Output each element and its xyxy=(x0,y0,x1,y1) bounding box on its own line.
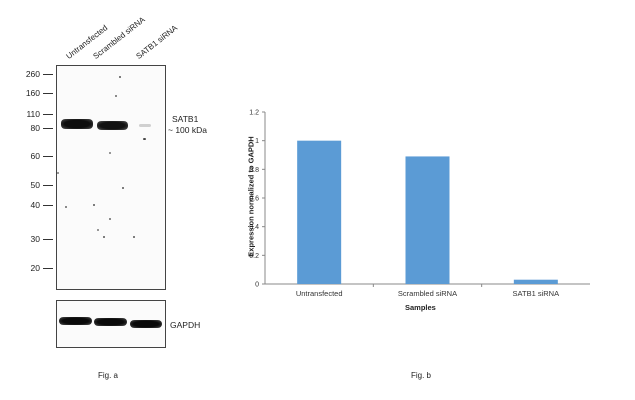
bar xyxy=(297,140,342,284)
band-label-satb1: SATB1 xyxy=(172,114,199,124)
blot-speck xyxy=(109,218,111,220)
mw-tick xyxy=(43,239,53,240)
mw-marker: 260 xyxy=(25,69,40,79)
mw-tick xyxy=(43,93,53,94)
blot-speck xyxy=(122,187,124,189)
blot-speck xyxy=(93,204,95,206)
mw-marker: 60 xyxy=(30,151,40,161)
mw-marker: 50 xyxy=(30,180,40,190)
x-tick-label: SATB1 siRNA xyxy=(513,289,560,298)
y-tick-label: 0.8 xyxy=(249,167,259,174)
mw-marker: 160 xyxy=(25,88,40,98)
band-gapdh-untransfected xyxy=(59,317,92,325)
band-satb1-untransfected xyxy=(61,119,93,129)
mw-marker: 80 xyxy=(30,123,40,133)
blot-speck xyxy=(103,236,105,238)
blot-panel-gapdh xyxy=(56,300,166,348)
x-tick-label: Scrambled siRNA xyxy=(398,289,457,298)
mw-marker: 20 xyxy=(30,263,40,273)
y-tick-label: 0.2 xyxy=(249,253,259,260)
y-axis-label: Expression normalized to GAPDH xyxy=(246,136,256,257)
blot-speck xyxy=(109,152,111,154)
blot-panel-satb1 xyxy=(56,65,166,290)
mw-tick xyxy=(43,268,53,269)
blot-speck xyxy=(57,172,59,174)
blot-speck xyxy=(65,206,67,208)
figure-b-caption: Fig. b xyxy=(411,371,432,380)
mw-marker: 40 xyxy=(30,200,40,210)
mw-tick xyxy=(43,156,53,157)
blot-speck xyxy=(119,76,121,78)
mw-tick xyxy=(43,185,53,186)
mw-tick xyxy=(43,74,53,75)
band-satb1-knockdown xyxy=(139,124,151,127)
bar xyxy=(513,279,558,284)
figure-a-caption: Fig. a xyxy=(98,371,119,380)
mw-tick xyxy=(43,205,53,206)
blot-speck xyxy=(133,236,135,238)
band-label-gapdh: GAPDH xyxy=(170,320,201,330)
blot-speck xyxy=(97,229,99,231)
mw-marker: 30 xyxy=(30,234,40,244)
x-tick-label: Untransfected xyxy=(296,289,343,298)
band-gapdh-satb1-sirna xyxy=(130,320,162,328)
y-tick-label: 1 xyxy=(255,138,259,145)
y-tick-label: 0 xyxy=(255,282,259,289)
blot-speck xyxy=(115,95,117,97)
y-tick-label: 0.4 xyxy=(249,224,259,231)
band-satb1-scrambled xyxy=(97,121,128,130)
band-label-satb1-size: ~ 100 kDa xyxy=(168,125,207,135)
y-tick-label: 1.2 xyxy=(249,110,259,117)
blot-speck xyxy=(143,138,146,140)
mw-marker: 110 xyxy=(26,109,40,119)
y-tick-label: 0.6 xyxy=(249,196,259,203)
x-axis-label: Samples xyxy=(405,303,436,312)
mw-tick xyxy=(43,114,53,115)
bar xyxy=(405,156,450,284)
mw-tick xyxy=(43,128,53,129)
band-gapdh-scrambled xyxy=(94,318,127,326)
